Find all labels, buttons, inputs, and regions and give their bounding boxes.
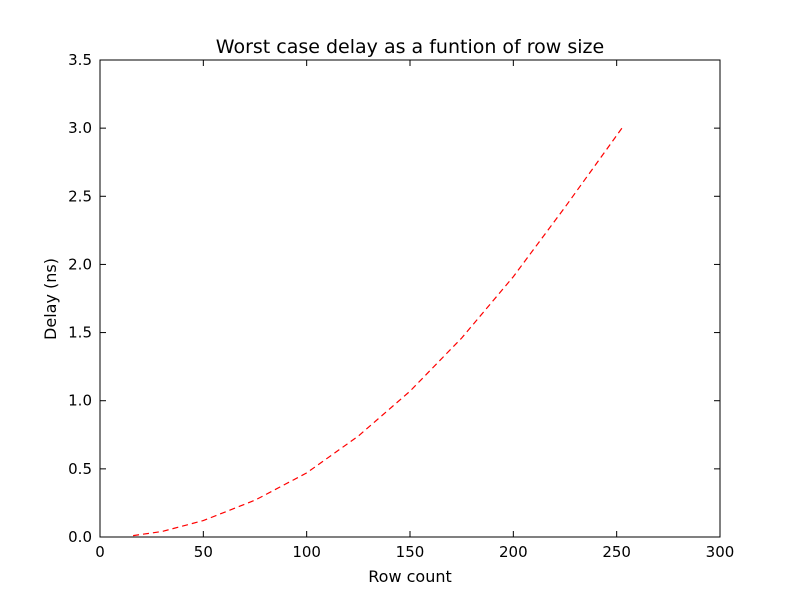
chart-title: Worst case delay as a funtion of row siz… (216, 36, 604, 58)
y-tick-label: 2.5 (68, 187, 92, 205)
y-tick-label: 0.5 (68, 460, 92, 478)
x-tick-label: 0 (95, 543, 105, 561)
y-tick-label: 1.5 (68, 324, 92, 342)
plot-frame (99, 59, 721, 538)
y-tick-label: 3.5 (68, 51, 92, 69)
y-tick-label: 3.0 (68, 119, 92, 137)
series-line (133, 126, 624, 537)
x-tick-label: 300 (706, 543, 735, 561)
x-tick-label: 200 (499, 543, 528, 561)
x-tick-label: 150 (396, 543, 425, 561)
x-tick-label: 50 (194, 543, 213, 561)
x-tick-label: 100 (292, 543, 321, 561)
y-tick-label: 2.0 (68, 255, 92, 273)
y-tick-label: 1.0 (68, 392, 92, 410)
x-tick-label: 250 (602, 543, 631, 561)
x-axis-label: Row count (368, 567, 452, 586)
plot-area: 0 50 100 150 200 250 300 0.0 0.5 1.0 1.5 2.0 2.5 3.0 3… (68, 51, 734, 561)
y-tick-label: 0.0 (68, 528, 92, 546)
y-axis-label: Delay (ns) (41, 258, 60, 340)
